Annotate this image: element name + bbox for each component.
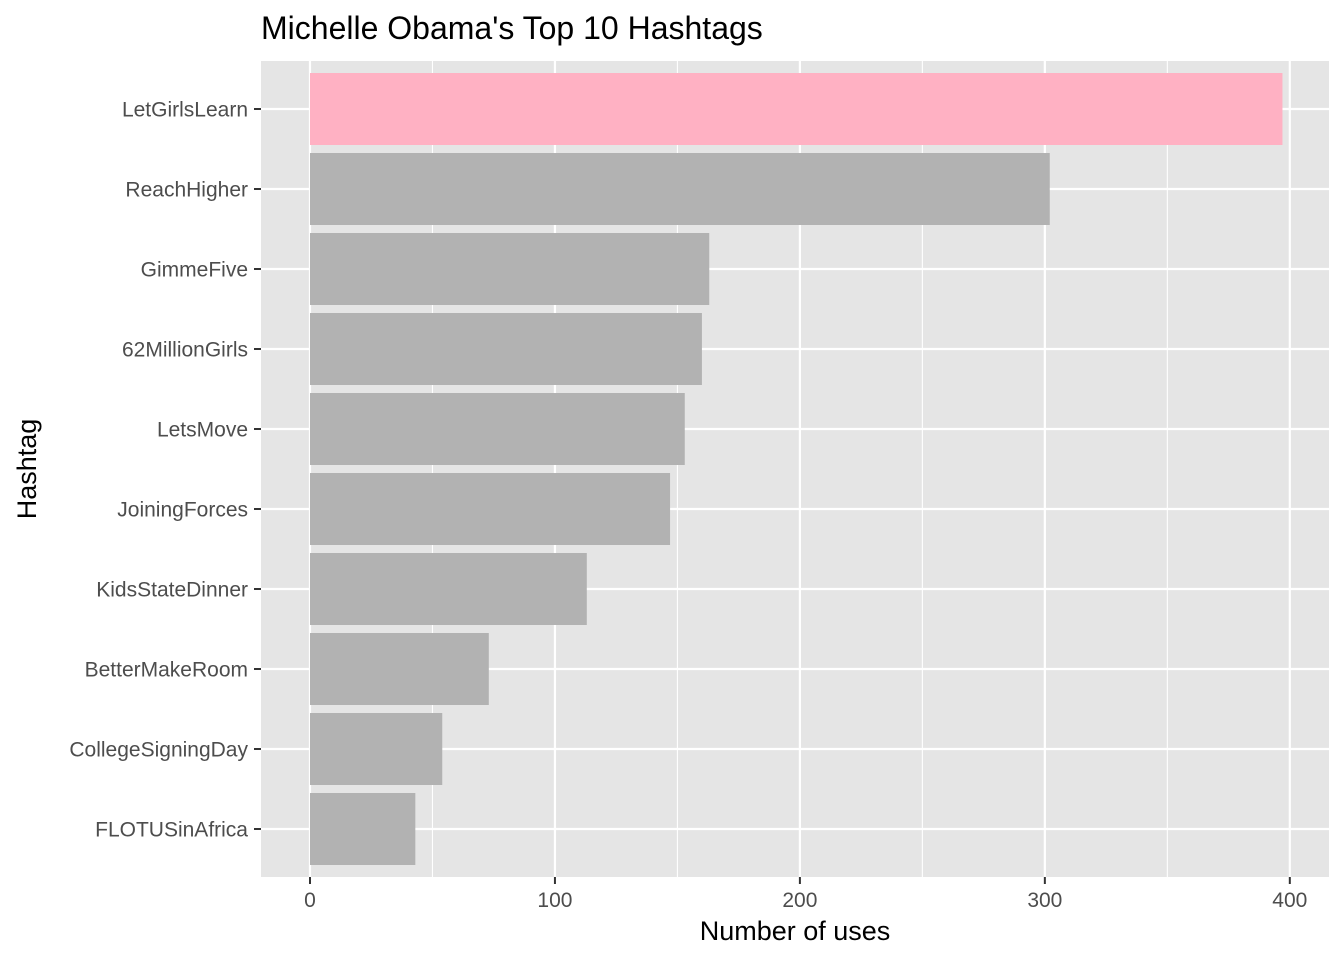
bar-letgirlslearn (309, 73, 1283, 145)
chart-title: Michelle Obama's Top 10 Hashtags (261, 10, 763, 46)
y-tick-label: LetsMove (157, 419, 248, 442)
y-axis: LetGirlsLearn ReachHigher GimmeFive 62Milli… (69, 99, 261, 842)
x-tick-label: 300 (1027, 889, 1062, 912)
y-axis-title: Hashtag (12, 419, 42, 520)
bar-kidsstatedinner (309, 553, 587, 625)
y-tick-label: CollegeSigningDay (69, 739, 248, 762)
x-axis: 0 100 200 300 400 (304, 877, 1307, 912)
bar-bettermakeroom (309, 633, 489, 705)
bar-62milliongirls (309, 313, 702, 385)
y-tick-label: FLOTUSinAfrica (95, 819, 248, 842)
x-tick-label: 200 (782, 889, 817, 912)
x-tick-label: 0 (304, 889, 316, 912)
bar-collegesigningday (309, 713, 443, 785)
bar-reachhigher (309, 153, 1050, 225)
y-tick-label: LetGirlsLearn (122, 99, 248, 122)
bars (309, 73, 1283, 865)
bar-flotusinafrica (309, 793, 416, 865)
bar-letsmove (309, 393, 685, 465)
y-tick-label: 62MillionGirls (122, 339, 248, 362)
x-axis-title: Number of uses (700, 916, 891, 946)
y-tick-label: GimmeFive (141, 259, 248, 282)
y-tick-label: JoiningForces (117, 499, 248, 522)
x-tick-label: 400 (1272, 889, 1307, 912)
y-tick-label: BetterMakeRoom (85, 659, 248, 682)
y-tick-label: KidsStateDinner (96, 579, 248, 602)
bar-joiningforces (309, 473, 671, 545)
bar-gimmefive (309, 233, 710, 305)
x-tick-label: 100 (537, 889, 572, 912)
y-tick-label: ReachHigher (125, 179, 248, 202)
